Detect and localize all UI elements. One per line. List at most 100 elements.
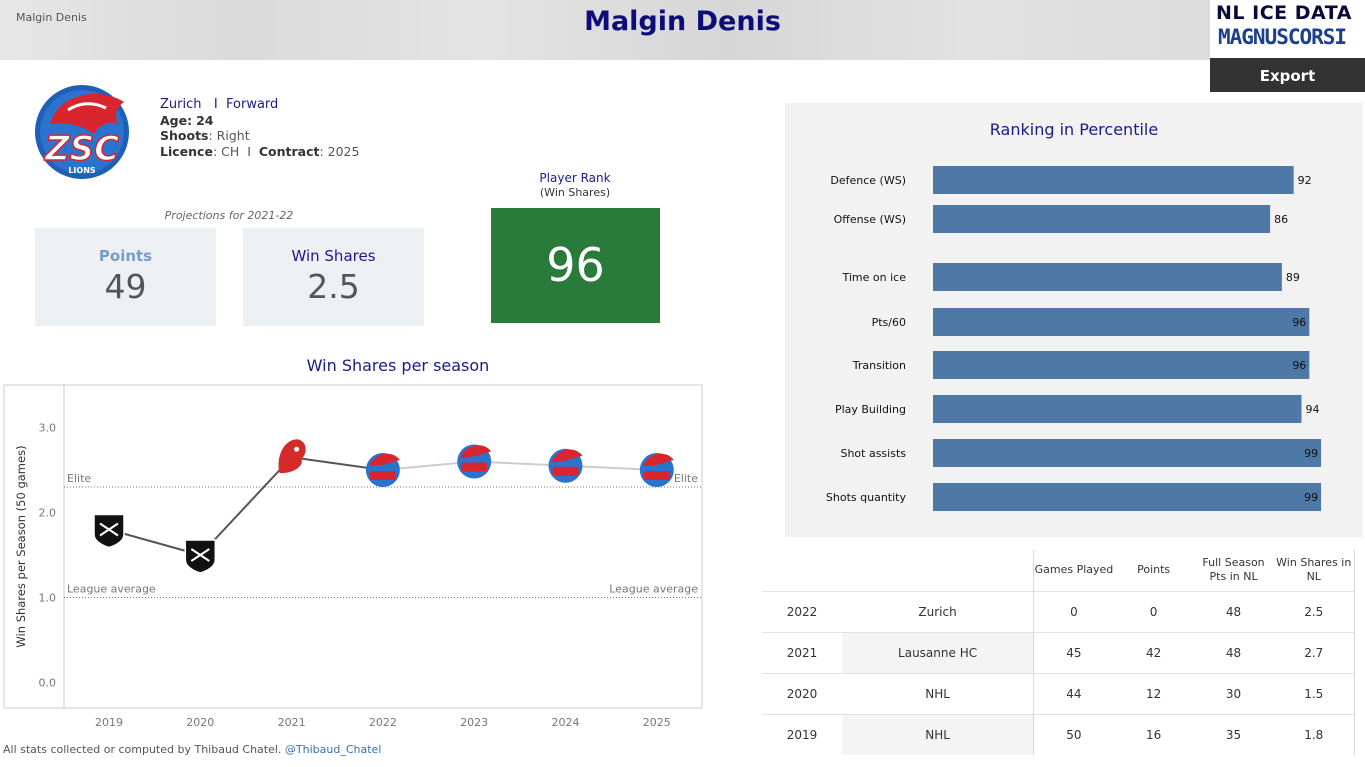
- nhl-shield-icon: [184, 539, 217, 574]
- x-tick-label: 2024: [552, 716, 580, 729]
- row-full-season-pts: 48: [1193, 631, 1274, 673]
- row-full-season-pts: 30: [1193, 672, 1274, 714]
- team-position-line: Zurich I Forward: [160, 97, 359, 113]
- row-team: NHL: [841, 713, 1034, 755]
- percentile-bar: [933, 483, 1322, 511]
- row-games-played: 45: [1033, 631, 1114, 673]
- bar-value-label: 99: [1304, 491, 1318, 504]
- row-team: Lausanne HC: [841, 631, 1034, 673]
- percentile-panel: Ranking in Percentile Defence (WS) 92 Offe…: [785, 103, 1363, 537]
- licence-value: : CH: [212, 143, 240, 159]
- header-team: [842, 550, 1034, 591]
- zsc-mane-icon: [642, 453, 674, 466]
- x-tick-label: 2025: [643, 716, 671, 729]
- x-tick-label: 2021: [278, 716, 306, 729]
- row-points: 42: [1113, 631, 1194, 673]
- brand-logo-line2: MAGNUSCORSI: [1218, 25, 1347, 49]
- bar-category-label: Time on ice: [842, 271, 907, 284]
- zsc-mane-icon: [368, 453, 400, 466]
- bar-category-label: Shot assists: [840, 447, 906, 460]
- player-rank-value: 96: [491, 208, 660, 323]
- win-shares-label: Win Shares: [291, 247, 376, 265]
- percentile-bar: [933, 351, 1310, 379]
- header-games-played: Games Played: [1033, 550, 1114, 591]
- row-win-shares: 2.7: [1273, 631, 1355, 673]
- page-title: Malgin Denis: [584, 6, 781, 37]
- lausanne-lion-icon: [278, 439, 306, 474]
- y-tick-label: 3.0: [39, 422, 57, 435]
- bar-value-label: 86: [1274, 213, 1288, 226]
- points-label: Points: [98, 247, 153, 265]
- row-points: 0: [1113, 590, 1194, 632]
- footer-text: All stats collected or computed by Thiba…: [3, 743, 282, 756]
- row-year: 2021: [762, 631, 842, 673]
- win-shares-value: 2.5: [307, 267, 360, 306]
- reference-label-right: Elite: [674, 472, 698, 485]
- percentile-bar: [933, 263, 1282, 291]
- shoots-line: Shoots: Right: [160, 128, 250, 143]
- team-name: Zurich: [160, 97, 202, 112]
- reference-label-right: League average: [609, 583, 698, 596]
- shoots-value: : Right: [208, 128, 250, 143]
- table-row: 2022 Zurich 0 0 48 2.5: [762, 590, 1355, 632]
- export-button[interactable]: Export: [1210, 58, 1365, 92]
- row-win-shares: 2.5: [1273, 590, 1355, 632]
- row-win-shares: 1.5: [1273, 672, 1355, 714]
- table-header-row: Games Played Points Full Season Pts in N…: [762, 550, 1355, 591]
- footer-handle-link[interactable]: @Thibaud_Chatel: [284, 743, 382, 756]
- header-full-season-pts: Full Season Pts in NL: [1202, 556, 1265, 584]
- season-stats-table: Games Played Points Full Season Pts in N…: [762, 550, 1355, 755]
- row-year: 2019: [762, 713, 842, 755]
- points-value: 49: [104, 267, 147, 306]
- position: Forward: [226, 97, 279, 112]
- x-tick-label: 2020: [186, 716, 214, 729]
- bar-category-label: Defence (WS): [830, 174, 906, 187]
- points-card: Points 49: [35, 228, 216, 326]
- zsc-letters-icon: [369, 471, 396, 480]
- data-point-marker: [639, 453, 674, 487]
- brand-logo-line1: NL ICE DATA: [1216, 2, 1352, 24]
- brand-logo: NL ICE DATA MAGNUSCORSI: [1210, 0, 1365, 58]
- row-team: NHL: [841, 672, 1034, 714]
- data-point-marker: [184, 539, 217, 574]
- y-tick-label: 1.0: [39, 592, 57, 605]
- x-tick-label: 2022: [369, 716, 397, 729]
- age-line: Age: 24: [160, 112, 214, 128]
- zsc-mane-icon: [460, 445, 492, 458]
- percentile-bar: [933, 439, 1322, 467]
- nhl-mark-icon: [190, 548, 210, 562]
- zsc-letters-icon: [643, 471, 670, 480]
- row-full-season-pts: 48: [1193, 590, 1274, 632]
- header-banner: Malgin Denis: [0, 0, 1210, 60]
- data-point-marker: [278, 439, 306, 474]
- row-year: 2022: [762, 590, 842, 632]
- zsc-letters-icon: [461, 462, 488, 472]
- bar-value-label: 96: [1292, 316, 1306, 329]
- y-axis-label: Win Shares per Season (50 games): [14, 445, 28, 647]
- lion-eye-icon: [294, 446, 300, 452]
- percentile-chart: Defence (WS) 92 Offense (WS) 86 Time on ice 8…: [826, 166, 1322, 511]
- bar-category-label: Shots quantity: [826, 491, 907, 504]
- zsc-lions-logo-icon: ZSC LIONS: [35, 85, 129, 179]
- table-row: 2020 NHL 44 12 30 1.5: [762, 672, 1355, 714]
- row-games-played: 44: [1033, 672, 1114, 714]
- x-tick-label: 2019: [95, 716, 123, 729]
- zsc-mane-icon: [551, 449, 583, 462]
- data-point-marker: [365, 453, 400, 487]
- header-points: Points: [1137, 563, 1171, 577]
- x-tick-label: 2023: [460, 716, 488, 729]
- percentile-bar: [933, 166, 1294, 194]
- series-line-segment: [199, 456, 293, 556]
- age-value: 24: [196, 112, 214, 128]
- percentile-bar: [933, 395, 1302, 423]
- row-points: 12: [1113, 672, 1194, 714]
- row-year: 2020: [762, 672, 842, 714]
- contract-value: : 2025: [319, 143, 360, 159]
- bar-value-label: 96: [1292, 359, 1306, 372]
- header-year: [762, 550, 842, 591]
- table-row: 2021 Lausanne HC 45 42 48 2.7: [762, 631, 1355, 673]
- separator: I: [213, 97, 218, 112]
- player-rank-title: Player Rank: [539, 171, 611, 185]
- win-shares-chart: 0.0 1.0 2.0 3.0 Win Shares per Season (50 ga…: [3, 384, 703, 729]
- data-point-marker: [93, 513, 125, 549]
